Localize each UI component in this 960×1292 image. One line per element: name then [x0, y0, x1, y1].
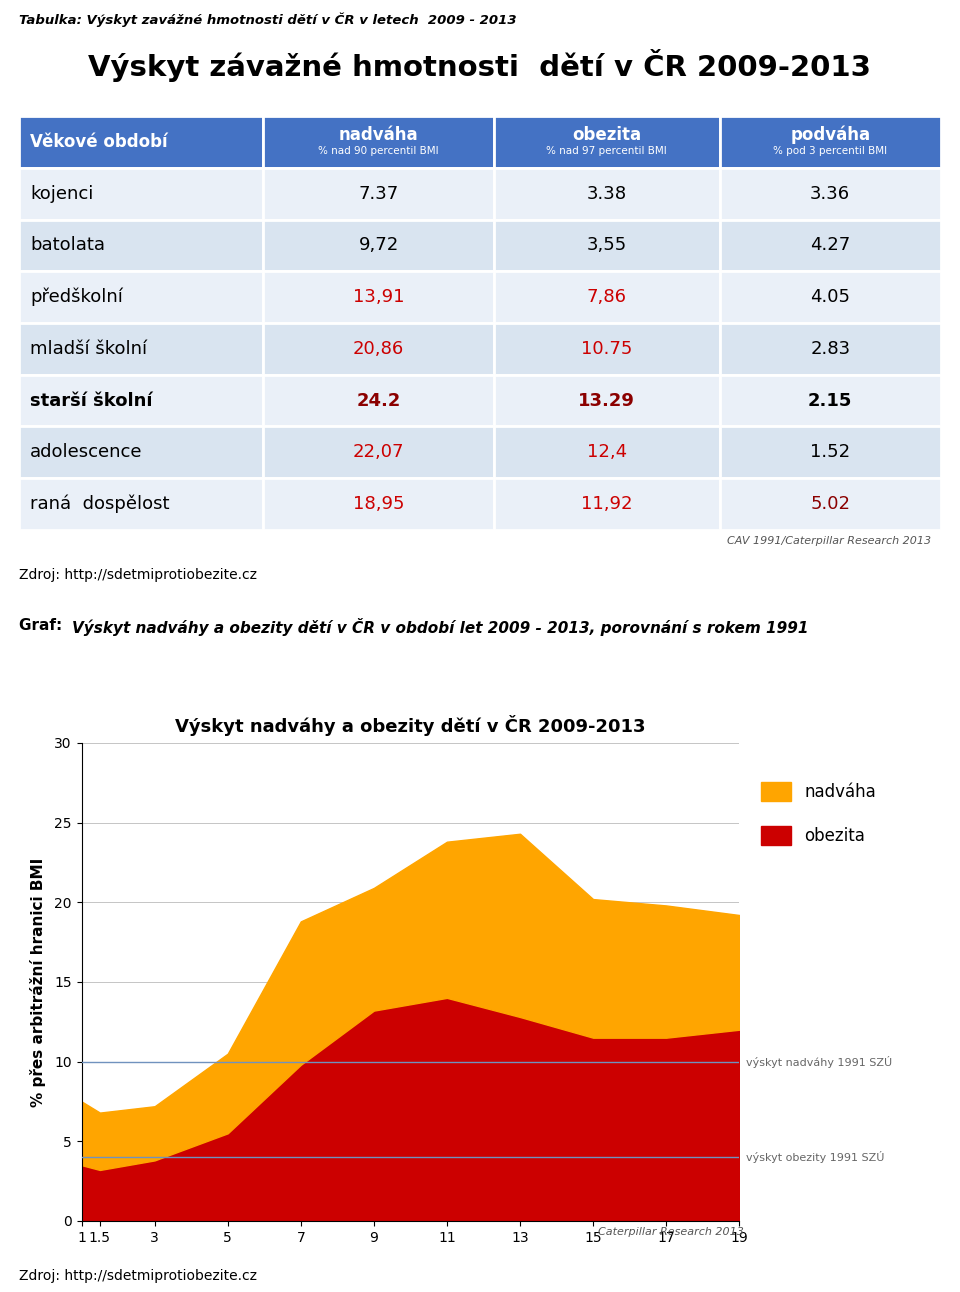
Bar	[19, 220, 263, 271]
Text: Caterpillar Research 2013: Caterpillar Research 2013	[598, 1227, 744, 1238]
Text: 13.29: 13.29	[578, 391, 636, 410]
Text: Výskyt závažné hmotnosti  dětí v ČR 2009-2013: Výskyt závažné hmotnosti dětí v ČR 2009-…	[88, 49, 872, 83]
Bar	[720, 426, 941, 478]
Title: Výskyt nadváhy a obezity dětí v ČR 2009-2013: Výskyt nadváhy a obezity dětí v ČR 2009-…	[175, 714, 646, 735]
Bar	[19, 375, 263, 426]
Bar	[493, 168, 720, 220]
Bar	[263, 168, 493, 220]
Text: 11,92: 11,92	[581, 495, 633, 513]
Bar	[720, 116, 941, 168]
Bar	[19, 271, 263, 323]
Text: Graf:: Graf:	[19, 618, 68, 633]
Text: 10.75: 10.75	[581, 340, 633, 358]
Text: 4.27: 4.27	[810, 236, 851, 255]
Text: Věkové období: Věkové období	[31, 133, 168, 151]
Text: 1.52: 1.52	[810, 443, 851, 461]
Legend: nadváha, obezita: nadváha, obezita	[755, 775, 882, 851]
Text: Výskyt nadváhy a obezity dětí v ČR v období let 2009 - 2013, porovnání s rokem 1: Výskyt nadváhy a obezity dětí v ČR v obd…	[72, 618, 808, 636]
Bar	[720, 168, 941, 220]
Text: % pod 3 percentil BMI: % pod 3 percentil BMI	[773, 146, 887, 156]
Text: kojenci: kojenci	[31, 185, 94, 203]
Text: 2.83: 2.83	[810, 340, 851, 358]
Text: batolata: batolata	[31, 236, 106, 255]
Bar	[263, 220, 493, 271]
Text: 7.37: 7.37	[358, 185, 398, 203]
Bar	[263, 375, 493, 426]
Bar	[263, 478, 493, 530]
Text: 20,86: 20,86	[353, 340, 404, 358]
Bar	[720, 220, 941, 271]
Bar	[263, 116, 493, 168]
Bar	[720, 375, 941, 426]
Text: 12,4: 12,4	[587, 443, 627, 461]
Text: 9,72: 9,72	[358, 236, 398, 255]
Text: 5.02: 5.02	[810, 495, 851, 513]
Text: CAV 1991/Caterpillar Research 2013: CAV 1991/Caterpillar Research 2013	[727, 536, 931, 547]
Bar	[19, 116, 263, 168]
Text: nadváha: nadváha	[339, 125, 419, 143]
Text: 3.38: 3.38	[587, 185, 627, 203]
Text: předškolní: předškolní	[31, 288, 123, 306]
Text: raná  dospělost: raná dospělost	[31, 495, 170, 513]
Text: Zdroj: http://sdetmiprotiobezite.cz: Zdroj: http://sdetmiprotiobezite.cz	[19, 568, 257, 583]
Bar	[493, 220, 720, 271]
Bar	[19, 426, 263, 478]
Bar	[263, 271, 493, 323]
Bar	[720, 478, 941, 530]
Text: 13,91: 13,91	[353, 288, 404, 306]
Bar	[720, 271, 941, 323]
Text: % nad 90 percentil BMI: % nad 90 percentil BMI	[319, 146, 439, 156]
Text: výskyt nadváhy 1991 SZÚ: výskyt nadváhy 1991 SZÚ	[746, 1056, 892, 1067]
Text: 3,55: 3,55	[587, 236, 627, 255]
Text: 3.36: 3.36	[810, 185, 851, 203]
Text: obezita: obezita	[572, 125, 641, 143]
Text: % nad 97 percentil BMI: % nad 97 percentil BMI	[546, 146, 667, 156]
Text: podváha: podváha	[790, 125, 871, 143]
Bar	[19, 323, 263, 375]
Bar	[493, 478, 720, 530]
Bar	[263, 323, 493, 375]
Text: Tabulka: Výskyt zavážné hmotnosti dětí v ČR v letech  2009 - 2013: Tabulka: Výskyt zavážné hmotnosti dětí v…	[19, 13, 516, 27]
Bar	[493, 271, 720, 323]
Y-axis label: % přes arbitrážní hranici BMI: % přes arbitrážní hranici BMI	[30, 858, 46, 1106]
Text: výskyt obezity 1991 SZÚ: výskyt obezity 1991 SZÚ	[746, 1151, 884, 1163]
Text: 4.05: 4.05	[810, 288, 851, 306]
Text: Zdroj: http://sdetmiprotiobezite.cz: Zdroj: http://sdetmiprotiobezite.cz	[19, 1269, 257, 1283]
Bar	[493, 375, 720, 426]
Text: 24.2: 24.2	[356, 391, 401, 410]
Text: adolescence: adolescence	[31, 443, 143, 461]
Bar	[720, 323, 941, 375]
Bar	[19, 168, 263, 220]
Text: mladší školní: mladší školní	[31, 340, 148, 358]
Bar	[493, 426, 720, 478]
Text: starší školní: starší školní	[31, 391, 153, 410]
Text: 22,07: 22,07	[353, 443, 404, 461]
Text: 18,95: 18,95	[353, 495, 404, 513]
Text: 2.15: 2.15	[808, 391, 852, 410]
Text: 7,86: 7,86	[587, 288, 627, 306]
Bar	[493, 116, 720, 168]
Bar	[493, 323, 720, 375]
Bar	[19, 478, 263, 530]
Bar	[263, 426, 493, 478]
